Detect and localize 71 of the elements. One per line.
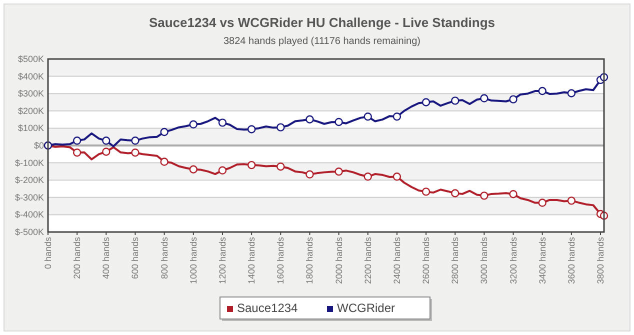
point [364,172,372,181]
point [102,136,110,145]
legend-label: Sauce1234 [237,301,298,315]
x-tick-label: 2000 hands [334,236,344,284]
point [189,165,198,174]
point [509,190,518,198]
x-tick-label: 2600 hands [421,236,432,284]
y-tick-label: $300K [18,88,44,99]
y-tick-label: $-100K [14,158,44,168]
point [189,120,198,128]
x-tick-label: 200 hands [72,236,82,280]
point [567,89,576,98]
x-tick-label: 3000 hands [479,236,490,284]
chart-subtitle: 3824 hands played (11176 hands remaining) [224,36,420,47]
x-tick-label: 1200 hands [217,236,228,284]
y-tick-label: $-300K [14,192,44,202]
y-tick-label: $-400K [14,210,44,220]
point [160,158,168,166]
point [392,112,402,121]
x-tick-label: 400 hands [101,236,112,280]
point [422,98,430,106]
x-tick-label: 2400 hands [392,236,402,284]
y-tick-label: $-500K [14,227,44,237]
point [538,198,546,207]
x-tick-label: 600 hands [130,236,140,280]
y-tick-label: $-200K [14,175,44,186]
x-tick-label: 3400 hands [537,236,548,284]
y-tick-label: $100K [18,123,44,134]
x-tick-label: 0 hands [43,236,53,270]
point [276,123,285,132]
point [334,168,343,176]
point [538,86,546,96]
legend-label: WCGRider [337,301,396,315]
x-tick-label: 1800 hands [304,236,315,284]
point [131,148,140,157]
y-tick-label: $500K [18,54,44,64]
point [480,94,488,102]
chart-title: Sauce1234 vs WCGRider HU Challenge - Live Standings [148,15,496,30]
x-tick-label: 2200 hands [362,236,373,284]
point [306,170,314,178]
x-tick-label: 3200 hands [508,236,518,284]
point [392,172,402,181]
point [451,189,460,198]
y-tick-label: $200K [18,106,44,116]
point [218,118,227,127]
y-tick-label: $400K [18,71,44,82]
x-tick-label: 1000 hands [188,236,198,284]
point [72,136,82,145]
point [160,128,168,136]
point [131,136,140,145]
point [247,125,256,134]
point [451,96,460,105]
point [276,162,285,171]
point [247,160,256,170]
point [364,112,372,121]
point [509,95,518,104]
point [306,115,314,124]
point [218,166,227,175]
point [422,188,430,196]
x-tick-label: 1400 hands [246,236,257,284]
point [72,148,82,157]
y-tick-label: $0 [34,140,44,150]
x-tick-label: 800 hands [159,236,170,280]
point [480,192,488,200]
x-tick-label: 1600 hands [276,236,286,284]
point [567,196,576,205]
point [334,118,343,126]
x-tick-label: 3800 hands [596,236,606,284]
x-tick-label: 3600 hands [566,236,576,284]
x-tick-label: 2800 hands [450,236,460,284]
point [102,148,110,156]
